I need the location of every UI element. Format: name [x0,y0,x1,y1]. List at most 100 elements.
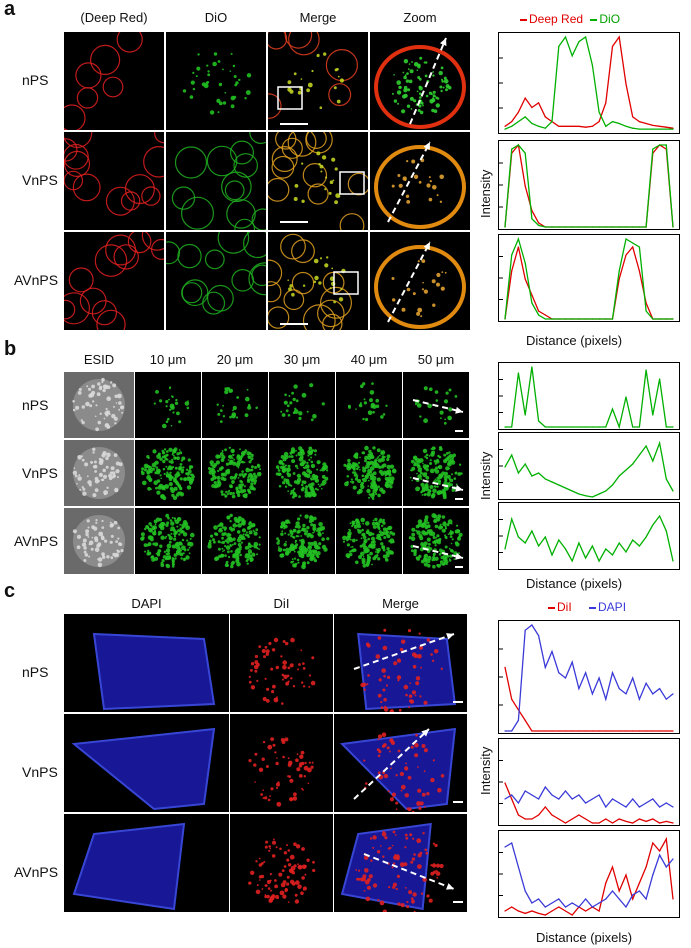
data-point [571,914,573,916]
data-point [544,426,546,428]
data-point [632,242,634,244]
data-point [544,786,546,788]
data-point [611,866,614,868]
data-point [524,185,526,187]
col-label-dio: DiO [204,10,228,25]
c-tile-r1-c0 [64,714,229,812]
data-point [544,536,546,538]
col-label-40um: 40 μm [350,352,388,367]
a-tile-r0-c0 [64,32,164,130]
data-point [571,318,573,320]
data-point [524,262,526,264]
data-point [504,466,506,468]
data-point [558,125,560,127]
data-point [517,866,519,868]
col-label-merge: Merge [299,10,337,25]
data-point [538,472,540,474]
data-point [564,487,567,489]
legend-swatch-dapi [589,606,597,609]
c-tile-r0-c2 [334,614,467,712]
legend-a: Deep Red DiO [520,12,620,26]
data-point [611,45,614,47]
data-point [625,226,627,228]
data-point [618,818,620,820]
data-point [665,802,667,804]
data-point [551,426,553,428]
data-point [672,318,674,320]
data-point [538,222,540,224]
data-point [504,125,506,127]
data-point [591,426,593,428]
data-point [645,128,647,130]
data-point [551,650,553,653]
data-point [538,314,540,316]
series-line-dii [504,836,674,916]
data-point [511,798,513,800]
data-point [672,560,674,562]
data-point [645,866,647,868]
col-label-dii: DiI [273,596,290,611]
data-point [571,490,573,492]
data-point [598,226,600,228]
b-tile-r0-c5 [403,372,469,438]
data-point [618,36,620,38]
data-point [638,454,640,456]
data-point [558,226,560,228]
data-point [632,894,634,896]
data-point [558,672,560,674]
data-point [672,822,674,824]
data-point [638,698,640,700]
data-point [625,730,627,732]
data-point [544,914,546,916]
row-label-c-avnps: AVnPS [14,864,59,880]
data-point [598,902,600,904]
data-point [571,661,573,663]
data-point [524,152,526,154]
data-point [591,906,593,908]
b-tile-r1-c5 [403,440,469,506]
data-point [585,126,587,128]
data-point [538,310,540,312]
col-label-30um: 30 μm [283,352,321,367]
data-point [578,730,580,732]
data-point [517,246,519,248]
data-point [564,548,567,550]
data-point [511,148,513,150]
data-point [551,814,553,816]
data-point [611,890,614,892]
data-point [638,121,640,123]
data-point [544,314,546,316]
data-point [564,426,567,428]
data-point [585,495,587,497]
data-point [625,469,627,471]
data-point [504,226,506,228]
data-point [571,902,573,904]
data-point [558,906,560,908]
data-point [578,41,580,43]
data-point [511,730,513,732]
data-point [551,910,553,912]
data-point [578,794,580,796]
data-point [538,814,540,816]
row-label-b-nps: nPS [22,397,49,413]
data-point [524,790,526,792]
data-point [591,693,593,695]
data-point [659,378,661,380]
data-point [598,730,600,732]
data-point [524,890,526,892]
data-point [652,460,654,462]
data-point [531,302,533,304]
data-point [517,472,519,474]
data-point [672,128,674,130]
data-point [598,560,600,562]
data-point [524,629,526,631]
data-point [571,818,573,820]
data-point [585,910,587,912]
data-point [605,318,607,320]
col-label-20um: 20 μm [216,352,254,367]
data-point [598,822,600,824]
data-point [511,426,513,428]
b-tile-r1-c3 [269,440,335,506]
data-point [551,902,553,904]
data-point [618,122,620,125]
